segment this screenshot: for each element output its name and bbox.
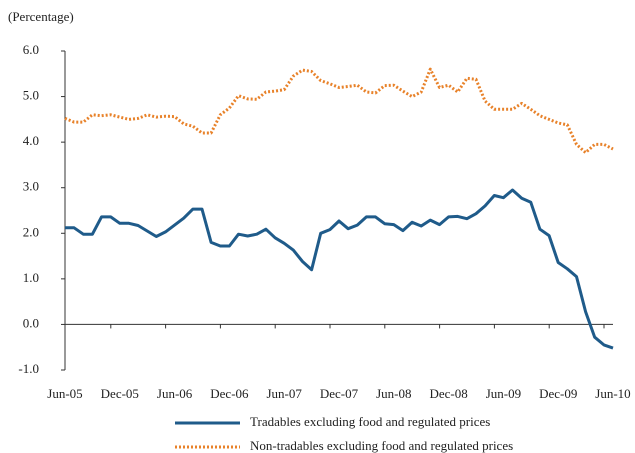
series-line <box>65 188 614 350</box>
x-tick-label: Dec-08 <box>429 386 467 401</box>
y-tick-label: 0.0 <box>23 315 39 330</box>
x-tick-label: Jun-10 <box>595 386 630 401</box>
legend-label: Non-tradables excluding food and regulat… <box>250 438 513 453</box>
y-tick-label: 5.0 <box>23 88 39 103</box>
x-tick-label: Dec-05 <box>101 386 139 401</box>
x-tick-label: Jun-08 <box>376 386 411 401</box>
y-tick-label: 6.0 <box>23 42 39 57</box>
y-tick-label: 1.0 <box>23 270 39 285</box>
legend-label: Tradables excluding food and regulated p… <box>250 414 490 429</box>
x-tick-label: Jun-05 <box>47 386 82 401</box>
x-tick-label: Dec-06 <box>210 386 249 401</box>
series-line <box>64 67 614 155</box>
x-tick-label: Jun-09 <box>486 386 521 401</box>
x-tick-label: Dec-07 <box>320 386 359 401</box>
x-tick-label: Jun-06 <box>157 386 193 401</box>
y-tick-label: 4.0 <box>23 133 39 148</box>
y-tick-label: 3.0 <box>23 179 39 194</box>
x-tick-label: Dec-09 <box>539 386 577 401</box>
y-tick-label: 2.0 <box>23 224 39 239</box>
x-tick-label: Jun-07 <box>267 386 303 401</box>
y-axis-label: (Percentage) <box>8 9 74 24</box>
y-tick-label: -1.0 <box>18 361 39 376</box>
